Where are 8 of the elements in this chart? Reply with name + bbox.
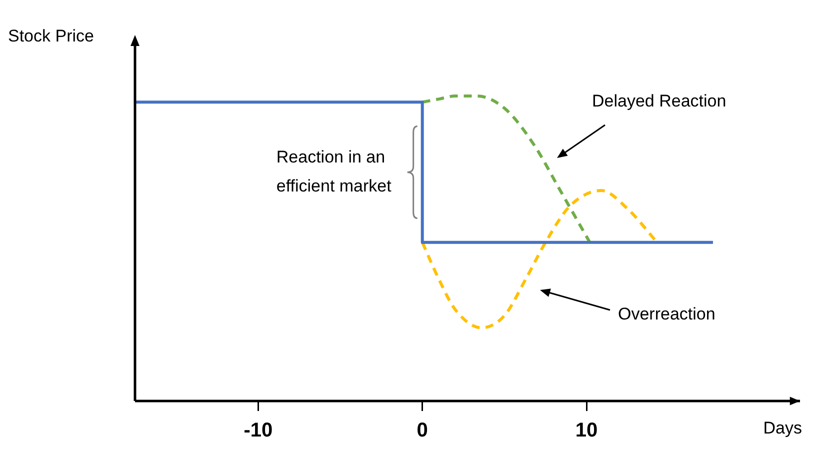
x-tick-label: 10 xyxy=(575,420,598,442)
x-axis-title: Days xyxy=(763,418,802,438)
x-tick-label: 0 xyxy=(416,420,428,442)
annotation: Overreaction xyxy=(618,304,716,324)
annotation: Delayed Reaction xyxy=(592,92,726,111)
annotation: Reaction in an efficient market xyxy=(276,147,392,196)
y-axis-title: Stock Price xyxy=(8,26,94,46)
x-tick-label: -10 xyxy=(244,420,273,442)
